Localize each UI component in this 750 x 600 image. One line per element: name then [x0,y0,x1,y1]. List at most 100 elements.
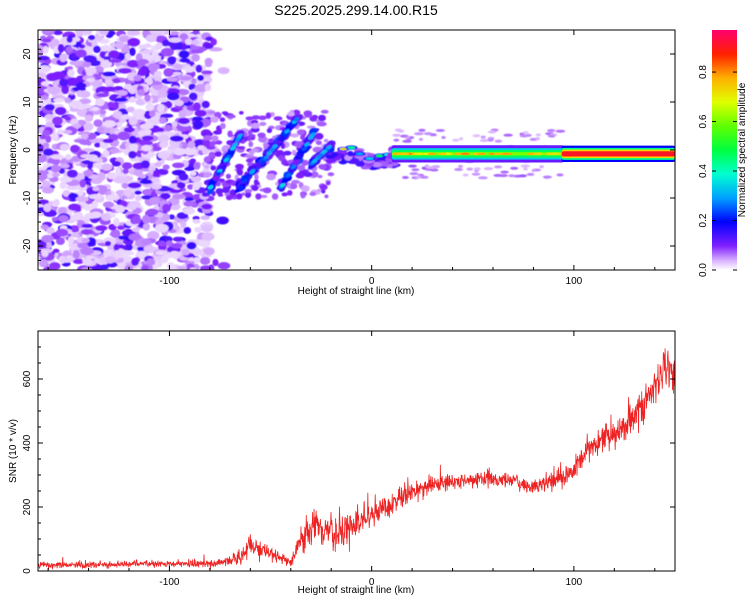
heatmap-cell [250,122,260,129]
heatmap-cell [42,129,51,136]
heatmap-cell [510,166,519,170]
heatmap-cell [75,49,87,58]
heatmap-cell [327,147,335,153]
heatmap-cell [59,163,70,169]
snr-y-tick-label: 200 [22,498,33,515]
heatmap-cell [153,70,162,78]
heatmap-cell [67,236,74,245]
heatmap-cell [147,62,160,71]
snr-y-label: SNR (10 * v/v) [8,419,19,483]
carrier-band-spot [526,152,536,156]
heatmap-cell [191,53,200,62]
heatmap-cell [46,227,55,235]
heatmap-cell [71,214,79,222]
spectrogram-y-tick-label: -20 [22,238,33,253]
heatmap-cell [508,174,515,178]
heatmap-cell [150,183,162,190]
heatmap-cell [318,164,328,170]
heatmap-cell [110,229,121,238]
heatmap-cell [181,248,190,256]
heatmap-cell [166,92,180,101]
heatmap-cell [189,267,197,270]
heatmap-cell [91,106,100,112]
heatmap-cell [478,176,488,180]
heatmap-cell [137,246,145,251]
heatmap-cell [522,131,529,135]
heatmap-cell [59,143,70,151]
heatmap-cell [208,180,216,187]
heatmap-cell [203,43,214,50]
heatmap-cell [355,152,364,156]
heatmap-cell [317,174,323,179]
heatmap-cell [69,144,80,153]
heatmap-cell [153,56,161,63]
heatmap-cell [208,47,223,52]
heatmap-cell [47,86,60,95]
colorbar-tick-label: 0.6 [698,114,709,128]
heatmap-cell [52,248,60,253]
spectrogram-x-ticks: -100 0 100 [47,30,656,287]
heatmap-cell [54,106,67,116]
heatmap-cell [189,158,196,164]
snr-panel: -100 0 100 0 200 400 600 Height of straight l… [8,330,676,596]
heatmap-cell [96,93,109,98]
heatmap-cell [309,191,317,197]
heatmap-cell [113,217,120,227]
heatmap-cell [184,66,195,73]
heatmap-cell [173,148,187,156]
heatmap-cell [183,200,194,207]
heatmap-cell [66,66,73,71]
snr-y-tick-label: 400 [22,434,33,451]
heatmap-cell [487,130,497,134]
heatmap-cell [418,128,426,132]
heatmap-cell [204,247,215,256]
heatmap-cell [162,164,170,170]
heatmap-cell [124,52,132,60]
heatmap-cell [81,223,93,229]
heatmap-cell [50,38,60,48]
heatmap-cell [61,85,70,95]
heatmap-cell [255,193,262,200]
heatmap-cell [160,113,174,118]
heatmap-cell [72,249,80,259]
heatmap-cell [409,172,419,176]
heatmap-cell [251,185,259,192]
heatmap-cell [56,228,69,237]
heatmap-cell [83,122,94,132]
heatmap-cell [238,185,245,191]
heatmap-cell [42,45,49,55]
heatmap-cell [371,161,382,168]
spectrogram-y-tick-label: 0 [22,147,33,153]
heatmap-cell [435,128,445,132]
heatmap-cell [303,171,313,178]
heatmap-cell [197,239,211,247]
heatmap-cell [117,67,132,74]
heatmap-cell [259,159,266,165]
heatmap-cell [85,255,96,260]
heatmap-cell [500,170,509,174]
heatmap-cell [316,121,327,127]
heatmap-cell [293,117,300,122]
heatmap-cell [157,90,168,99]
heatmap-cell [421,166,427,170]
heatmap-cell [158,240,167,247]
heatmap-cell [172,193,186,200]
heatmap-cell [210,116,219,123]
carrier-band-spot [437,152,447,156]
heatmap-cell [296,153,303,160]
heatmap-cell [217,262,231,270]
heatmap-cell [190,171,197,177]
heatmap-cell [235,137,241,143]
heatmap-cell [57,128,64,135]
heatmap-cell [347,150,354,157]
heatmap-cell [525,133,532,137]
heatmap-cell [287,189,293,196]
heatmap-cell [83,30,93,36]
heatmap-cell [234,163,244,170]
heatmap-cell [154,161,162,168]
snr-y-ticks: 0 200 400 600 [22,330,675,574]
heatmap-cell [126,59,140,68]
heatmap-cell [214,151,222,157]
heatmap-cell [122,177,130,182]
heatmap-cell [539,165,544,169]
